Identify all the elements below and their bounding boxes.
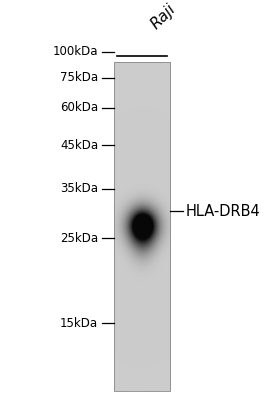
Text: 15kDa: 15kDa	[60, 317, 98, 330]
Bar	[114, 62, 170, 391]
Text: 35kDa: 35kDa	[60, 182, 98, 195]
Text: 25kDa: 25kDa	[60, 232, 98, 245]
Text: 100kDa: 100kDa	[53, 45, 98, 58]
Text: 60kDa: 60kDa	[60, 101, 98, 114]
Text: 75kDa: 75kDa	[60, 71, 98, 84]
Text: 45kDa: 45kDa	[60, 138, 98, 152]
Text: Raji: Raji	[148, 1, 178, 32]
Text: HLA-DRB4: HLA-DRB4	[185, 204, 260, 219]
